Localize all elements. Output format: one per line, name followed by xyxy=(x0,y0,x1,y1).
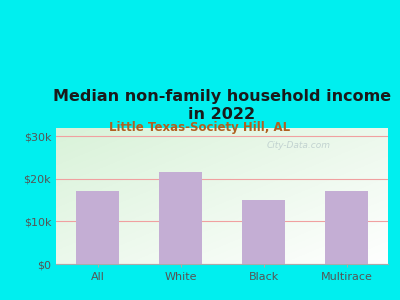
Title: Median non-family household income
in 2022: Median non-family household income in 20… xyxy=(53,88,391,122)
Text: Little Texas-Society Hill, AL: Little Texas-Society Hill, AL xyxy=(110,122,290,134)
Bar xyxy=(325,190,368,264)
Bar xyxy=(242,200,285,264)
Bar xyxy=(76,191,119,264)
Text: City-Data.com: City-Data.com xyxy=(266,141,330,150)
Bar xyxy=(159,172,202,264)
